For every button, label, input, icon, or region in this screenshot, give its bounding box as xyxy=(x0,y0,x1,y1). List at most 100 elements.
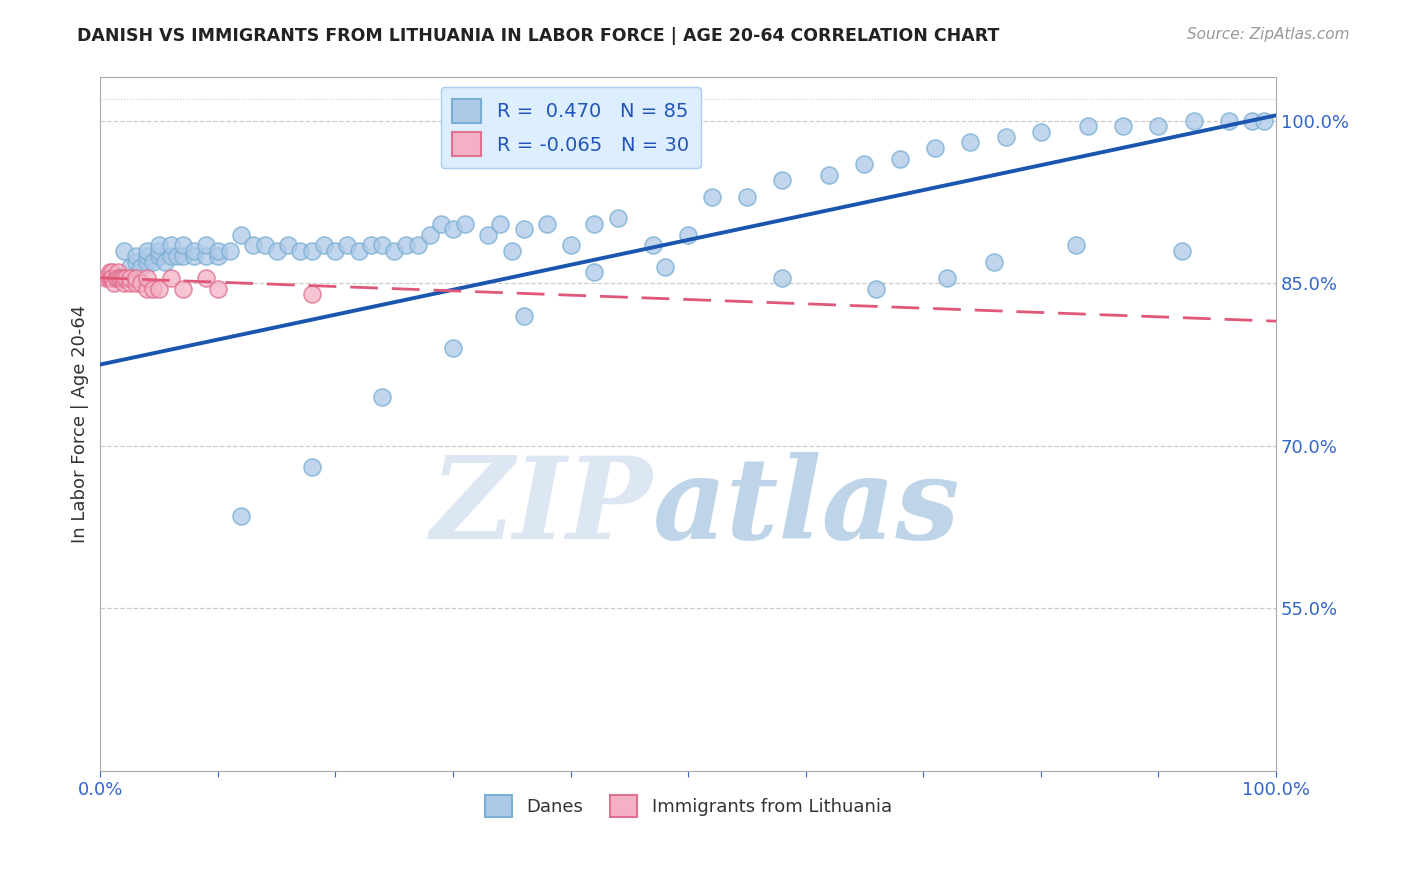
Point xyxy=(454,217,477,231)
Text: ZIP: ZIP xyxy=(430,451,652,563)
Point xyxy=(336,238,359,252)
Point xyxy=(142,254,165,268)
Point xyxy=(118,260,141,274)
Point xyxy=(97,270,120,285)
Text: Source: ZipAtlas.com: Source: ZipAtlas.com xyxy=(1187,27,1350,42)
Point xyxy=(676,227,699,242)
Point xyxy=(207,244,229,258)
Y-axis label: In Labor Force | Age 20-64: In Labor Force | Age 20-64 xyxy=(72,305,89,543)
Point xyxy=(641,238,664,252)
Point xyxy=(131,277,153,291)
Point xyxy=(501,244,523,258)
Point xyxy=(160,270,183,285)
Point xyxy=(301,460,323,475)
Point xyxy=(112,277,135,291)
Point xyxy=(536,217,558,231)
Point xyxy=(325,244,347,258)
Point xyxy=(136,270,159,285)
Point xyxy=(1218,113,1240,128)
Point xyxy=(136,282,159,296)
Point xyxy=(218,244,240,258)
Point xyxy=(735,189,758,203)
Point xyxy=(1253,113,1275,128)
Point xyxy=(148,244,170,258)
Point xyxy=(100,270,122,285)
Point xyxy=(172,249,194,263)
Text: atlas: atlas xyxy=(652,451,960,563)
Point xyxy=(1147,119,1170,133)
Point xyxy=(124,277,146,291)
Point xyxy=(195,270,218,285)
Point xyxy=(583,217,606,231)
Point xyxy=(1077,119,1099,133)
Point xyxy=(195,238,218,252)
Point xyxy=(148,282,170,296)
Point xyxy=(104,270,127,285)
Point xyxy=(166,249,188,263)
Point xyxy=(290,244,312,258)
Point xyxy=(512,222,534,236)
Point xyxy=(207,249,229,263)
Point xyxy=(231,227,253,242)
Point xyxy=(142,282,165,296)
Point xyxy=(124,270,146,285)
Point xyxy=(266,244,288,258)
Point xyxy=(153,254,176,268)
Point xyxy=(172,238,194,252)
Point xyxy=(118,270,141,285)
Point xyxy=(441,222,464,236)
Point xyxy=(1112,119,1135,133)
Point xyxy=(560,238,582,252)
Point xyxy=(112,270,135,285)
Point xyxy=(853,157,876,171)
Point xyxy=(371,390,394,404)
Point xyxy=(131,260,153,274)
Point xyxy=(172,282,194,296)
Point xyxy=(583,265,606,279)
Point xyxy=(700,189,723,203)
Point xyxy=(770,173,793,187)
Point xyxy=(136,244,159,258)
Point xyxy=(231,509,253,524)
Point xyxy=(148,249,170,263)
Point xyxy=(654,260,676,274)
Point xyxy=(489,217,512,231)
Point xyxy=(1241,113,1264,128)
Point xyxy=(183,244,205,258)
Point xyxy=(477,227,499,242)
Point xyxy=(101,270,124,285)
Point xyxy=(371,238,394,252)
Point xyxy=(935,270,957,285)
Point xyxy=(110,270,132,285)
Point xyxy=(101,270,124,285)
Point xyxy=(101,265,124,279)
Point xyxy=(994,130,1017,145)
Point xyxy=(606,211,628,226)
Point xyxy=(124,249,146,263)
Point xyxy=(183,249,205,263)
Point xyxy=(253,238,276,252)
Point xyxy=(115,270,138,285)
Point xyxy=(136,249,159,263)
Point xyxy=(103,277,125,291)
Point xyxy=(770,270,793,285)
Point xyxy=(889,152,911,166)
Point xyxy=(983,254,1005,268)
Point xyxy=(360,238,382,252)
Point xyxy=(418,227,440,242)
Point xyxy=(107,270,129,285)
Point xyxy=(136,254,159,268)
Point xyxy=(118,277,141,291)
Point xyxy=(124,254,146,268)
Point xyxy=(301,244,323,258)
Point xyxy=(277,238,299,252)
Point xyxy=(959,136,981,150)
Text: DANISH VS IMMIGRANTS FROM LITHUANIA IN LABOR FORCE | AGE 20-64 CORRELATION CHART: DANISH VS IMMIGRANTS FROM LITHUANIA IN L… xyxy=(77,27,1000,45)
Legend: Danes, Immigrants from Lithuania: Danes, Immigrants from Lithuania xyxy=(478,788,898,824)
Point xyxy=(406,238,429,252)
Point xyxy=(98,265,121,279)
Point xyxy=(395,238,418,252)
Point xyxy=(242,238,264,252)
Point xyxy=(312,238,335,252)
Point xyxy=(148,238,170,252)
